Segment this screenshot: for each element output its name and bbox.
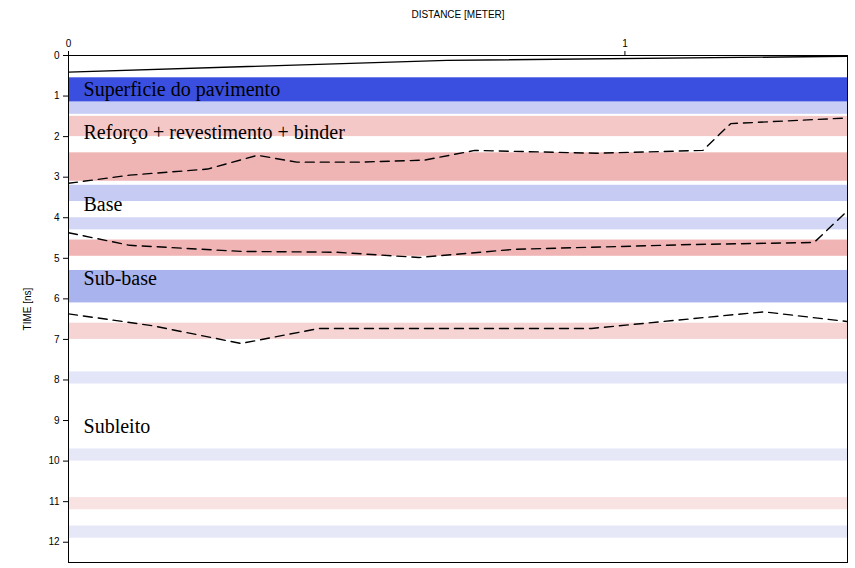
svg-text:Reforço + revestimento + binde: Reforço + revestimento + binder [84, 121, 346, 144]
svg-text:4: 4 [54, 212, 60, 223]
svg-text:2: 2 [54, 131, 60, 142]
svg-text:1: 1 [622, 38, 628, 49]
svg-text:0: 0 [66, 38, 72, 49]
svg-text:Sub-base: Sub-base [84, 267, 157, 289]
svg-text:5: 5 [54, 252, 60, 263]
svg-text:TIME [ns]: TIME [ns] [22, 287, 33, 330]
svg-text:9: 9 [54, 415, 60, 426]
svg-text:7: 7 [54, 334, 60, 345]
svg-text:12: 12 [48, 536, 60, 547]
svg-text:10: 10 [48, 455, 60, 466]
svg-text:1: 1 [54, 90, 60, 101]
svg-text:8: 8 [54, 374, 60, 385]
svg-text:DISTANCE [METER]: DISTANCE [METER] [411, 9, 504, 20]
svg-text:Subleito: Subleito [84, 415, 151, 437]
svg-text:Superficie do pavimento: Superficie do pavimento [84, 78, 281, 101]
svg-text:6: 6 [54, 293, 60, 304]
svg-text:3: 3 [54, 171, 60, 182]
svg-text:11: 11 [49, 496, 60, 507]
svg-text:0: 0 [54, 50, 60, 61]
svg-text:Base: Base [84, 193, 123, 215]
